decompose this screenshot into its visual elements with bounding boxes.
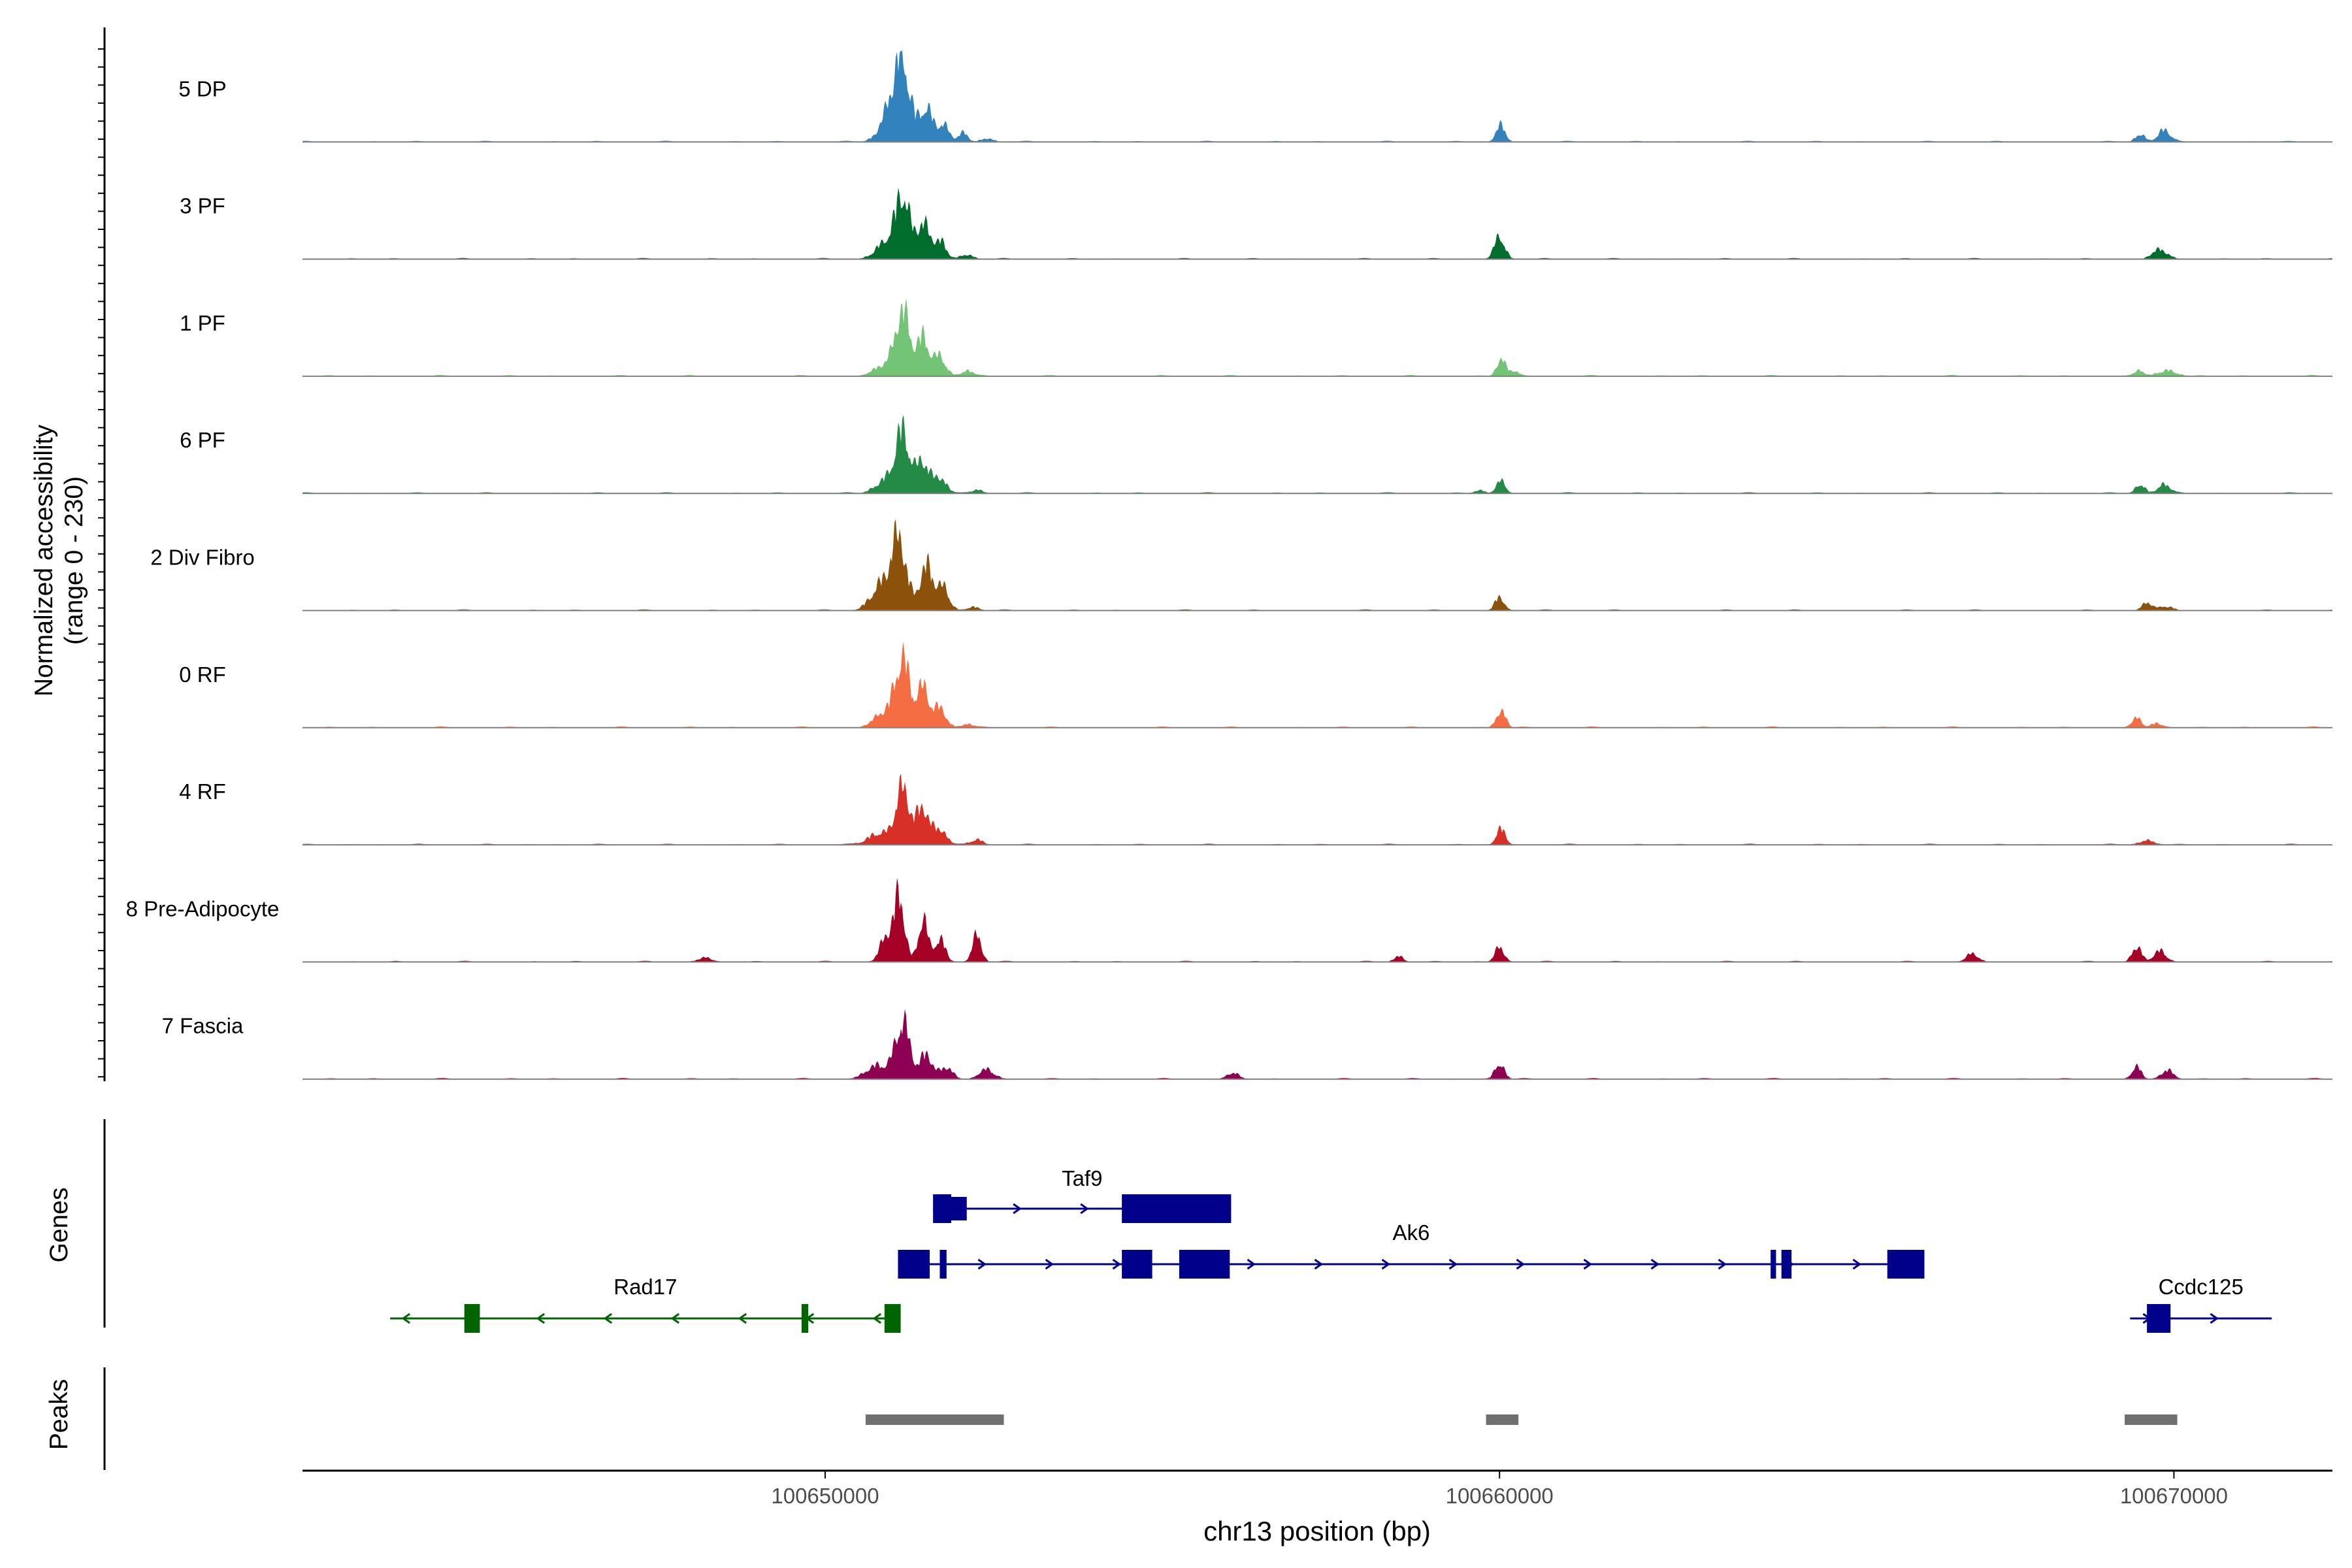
coverage-area [302,188,2332,259]
strand-arrow [1013,1203,1022,1215]
strand-arrow [872,1313,882,1324]
strand-arrow [1045,1258,1054,1270]
track-2-div-fibro: 2 Div Fibro [150,519,2332,612]
strand-arrow [670,1313,680,1324]
track-1-pf: 1 PF [180,298,2332,377]
strand-arrow [536,1313,546,1324]
strand-arrow [1247,1258,1256,1270]
strand-arrow [1448,1258,1458,1270]
track-label: 0 RF [179,662,226,687]
strand-arrow [738,1313,747,1324]
strand-arrow [1112,1258,1122,1270]
axes: 100650000 100660000 100670000 [98,27,2332,1508]
track-5-dp: 5 DP [178,50,2332,143]
track-label: 7 Fascia [162,1014,244,1038]
peak-region [1486,1414,1519,1425]
strand-arrow [603,1313,613,1324]
coverage-area [302,642,2332,728]
track-7-fascia: 7 Fascia [162,1009,2332,1080]
exon [933,1194,952,1223]
track-label: 5 DP [178,76,226,101]
peaks-track-label: Peaks [45,1379,73,1450]
strand-arrow [1852,1258,1862,1270]
strand-arrow [1718,1258,1727,1270]
strand-arrow [1516,1258,1526,1270]
track-3-pf: 3 PF [180,188,2332,260]
strand-arrow [2210,1313,2219,1324]
peak-region [2125,1414,2178,1425]
gene-name: Rad17 [613,1275,677,1299]
track-0-rf: 0 RF [179,642,2332,728]
strand-arrow [1314,1258,1324,1270]
strand-arrow [1381,1258,1391,1270]
peak-track [865,1414,2178,1425]
coverage-area [302,298,2332,376]
x-tick-label: 100650000 [771,1484,879,1508]
track-label: 8 Pre-Adipocyte [126,896,280,921]
exon [884,1304,901,1333]
coverage-area [302,1009,2332,1079]
coverage-area [302,519,2332,611]
gene-ccdc125: Ccdc125 [2130,1275,2272,1333]
gene-name: Taf9 [1062,1166,1102,1190]
track-label: 3 PF [180,194,225,218]
y-axis-label-range: (range 0 - 230) [60,476,88,645]
peak-region [865,1414,1004,1425]
coverage-area [302,50,2332,142]
exon [2147,1304,2171,1333]
exon [1887,1250,1925,1279]
strand-arrow [1650,1258,1660,1270]
x-tick-label: 100670000 [2120,1484,2228,1508]
gene-rad17: Rad17 [390,1275,901,1333]
genes-track-label: Genes [45,1188,73,1263]
exon [1771,1250,1776,1279]
strand-arrow [1080,1203,1089,1215]
exon [951,1197,967,1220]
gene-name: Ak6 [1393,1220,1430,1245]
gene-ak6: Ak6 [898,1220,1925,1279]
coverage-area [302,774,2332,845]
strand-arrow [401,1313,411,1324]
exon [898,1250,930,1279]
strand-arrow [1583,1258,1593,1270]
track-label: 6 PF [180,428,225,452]
track-label: 1 PF [180,311,225,335]
y-axis-label: Normalized accessibility [30,424,58,696]
coverage-area [302,415,2332,494]
exon [1122,1250,1152,1279]
exon [1179,1250,1230,1279]
exon [1781,1250,1792,1279]
coverage-area [302,877,2332,962]
strand-arrow [977,1258,987,1270]
track-6-pf: 6 PF [180,415,2332,495]
gene-name: Ccdc125 [2159,1275,2244,1299]
gene-track: Taf9 Ak6 Rad17 Ccdc125 [390,1166,2272,1333]
track-8-pre-adipocyte: 8 Pre-Adipocyte [126,877,2332,963]
x-tick-label: 100660000 [1446,1484,1554,1508]
track-4-rf: 4 RF [179,774,2332,846]
x-axis-label: chr13 position (bp) [1203,1516,1431,1546]
exon [939,1250,947,1279]
track-label: 4 RF [179,779,226,804]
track-label: 2 Div Fibro [150,546,255,570]
coverage-tracks: 5 DP 3 PF 1 PF 6 PF 2 Div Fibro 0 RF 4 RF 8 Pre… [126,50,2332,1080]
gene-taf9: Taf9 [933,1166,1232,1223]
exon [464,1304,480,1333]
exon [1122,1194,1232,1223]
exon [801,1304,809,1333]
